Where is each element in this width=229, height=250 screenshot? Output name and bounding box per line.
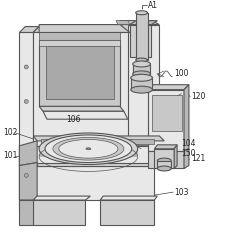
Ellipse shape	[53, 138, 123, 160]
Text: 101: 101	[4, 151, 18, 160]
Ellipse shape	[157, 158, 170, 163]
Polygon shape	[115, 21, 129, 24]
Polygon shape	[135, 13, 147, 60]
Polygon shape	[147, 90, 183, 151]
Text: A1: A1	[147, 1, 157, 10]
Polygon shape	[129, 21, 157, 24]
Ellipse shape	[132, 71, 150, 77]
Text: 102: 102	[4, 128, 18, 138]
Ellipse shape	[130, 74, 152, 81]
Polygon shape	[183, 85, 188, 151]
Polygon shape	[154, 149, 173, 169]
Polygon shape	[39, 40, 119, 46]
Text: 121: 121	[190, 154, 204, 163]
Polygon shape	[19, 146, 159, 166]
Polygon shape	[154, 145, 176, 149]
Ellipse shape	[45, 135, 131, 162]
Polygon shape	[33, 196, 90, 200]
Polygon shape	[119, 21, 159, 24]
Polygon shape	[19, 141, 37, 166]
Polygon shape	[39, 32, 119, 40]
Text: 100: 100	[173, 69, 188, 78]
Polygon shape	[41, 139, 154, 144]
Polygon shape	[43, 111, 127, 119]
Polygon shape	[39, 149, 137, 157]
Ellipse shape	[135, 58, 147, 62]
Polygon shape	[152, 94, 181, 131]
Text: 120: 120	[190, 92, 204, 101]
Polygon shape	[33, 32, 129, 146]
Ellipse shape	[24, 174, 28, 177]
Polygon shape	[130, 78, 152, 90]
Polygon shape	[19, 162, 37, 200]
Polygon shape	[46, 46, 114, 100]
Ellipse shape	[24, 100, 28, 103]
Polygon shape	[157, 160, 170, 168]
Polygon shape	[147, 151, 183, 168]
Polygon shape	[183, 149, 188, 169]
Polygon shape	[33, 136, 164, 141]
Polygon shape	[173, 145, 176, 169]
Polygon shape	[33, 24, 137, 32]
Ellipse shape	[157, 166, 170, 171]
Polygon shape	[39, 24, 129, 32]
Ellipse shape	[24, 65, 28, 69]
Text: 106: 106	[65, 115, 80, 124]
Polygon shape	[132, 64, 150, 74]
Ellipse shape	[135, 11, 147, 15]
Ellipse shape	[59, 140, 117, 158]
Polygon shape	[33, 200, 85, 225]
Polygon shape	[19, 32, 33, 210]
Ellipse shape	[39, 133, 137, 164]
Ellipse shape	[130, 86, 152, 93]
Polygon shape	[100, 200, 154, 225]
Polygon shape	[39, 106, 123, 111]
Ellipse shape	[86, 148, 90, 150]
Polygon shape	[33, 166, 154, 200]
Polygon shape	[37, 162, 154, 166]
Polygon shape	[129, 24, 151, 57]
Polygon shape	[147, 85, 188, 89]
Polygon shape	[127, 24, 159, 146]
Polygon shape	[19, 200, 33, 225]
Text: 104: 104	[180, 139, 195, 148]
Text: 150: 150	[180, 149, 195, 158]
Ellipse shape	[132, 61, 150, 67]
Polygon shape	[19, 26, 39, 32]
Text: 103: 103	[173, 188, 188, 197]
Polygon shape	[39, 40, 119, 106]
Polygon shape	[100, 196, 157, 200]
